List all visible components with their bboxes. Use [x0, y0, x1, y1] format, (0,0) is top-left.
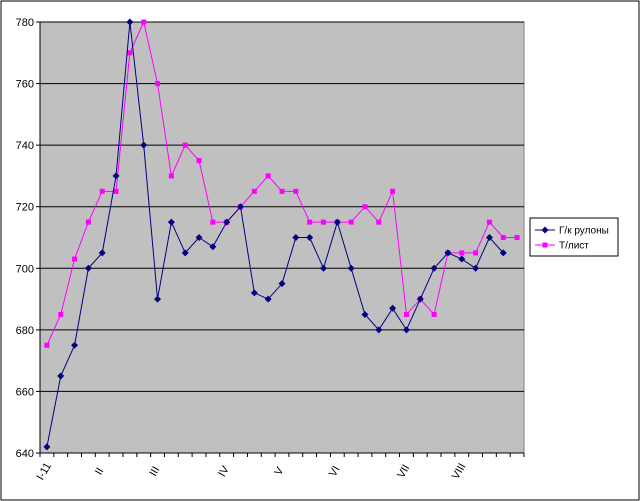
- data-point: [264, 295, 272, 303]
- data-point: [127, 50, 133, 56]
- data-point: [500, 235, 506, 240]
- data-point: [195, 234, 203, 241]
- data-point: [362, 204, 368, 210]
- data-point: [84, 264, 92, 272]
- data-point: [72, 256, 78, 262]
- legend-label: Т/лист: [559, 241, 589, 252]
- data-point: [473, 250, 479, 256]
- data-point: [416, 295, 424, 303]
- data-point: [320, 219, 326, 225]
- data-point: [486, 219, 492, 225]
- data-point: [71, 341, 79, 349]
- data-point: [210, 219, 216, 225]
- data-point: [402, 326, 410, 334]
- data-point: [348, 219, 354, 225]
- data-point: [431, 311, 437, 317]
- data-point: [333, 218, 341, 226]
- y-tick-label: 780: [16, 17, 34, 29]
- data-point: [444, 249, 452, 257]
- data-point: [279, 188, 285, 194]
- legend-box: [529, 217, 619, 257]
- data-point: [58, 311, 64, 317]
- y-axis: 640 660 680 700 720 740 760 780: [16, 17, 41, 460]
- y-tick-label: 700: [16, 263, 34, 275]
- data-point: [85, 219, 91, 225]
- data-point: [196, 158, 202, 164]
- data-point: [98, 249, 106, 257]
- data-point: [430, 264, 438, 272]
- data-point: [155, 81, 161, 87]
- series-line: [46, 21, 504, 447]
- y-tick-label: 660: [16, 386, 34, 398]
- plot-area: [39, 21, 525, 454]
- data-point: [57, 372, 65, 380]
- data-point: [237, 203, 245, 211]
- data-point: [112, 172, 120, 180]
- data-point: [167, 218, 175, 226]
- y-tick-label: 680: [16, 325, 34, 337]
- y-tick-label: 740: [16, 140, 34, 152]
- data-point: [126, 18, 134, 26]
- data-point: [43, 443, 51, 451]
- data-point: [278, 280, 286, 288]
- x-tick-label: VI: [327, 464, 343, 479]
- data-point: [361, 310, 369, 318]
- series-0: [43, 18, 507, 451]
- data-point: [182, 142, 188, 148]
- data-point: [390, 188, 396, 194]
- data-point: [140, 141, 148, 149]
- y-tick-label: 760: [16, 79, 34, 91]
- x-tick-label: II: [93, 466, 106, 477]
- data-point: [458, 255, 466, 263]
- series-layer: [43, 18, 520, 451]
- data-point: [99, 188, 105, 194]
- data-point: [403, 311, 409, 317]
- data-point: [168, 173, 174, 179]
- data-point: [181, 249, 189, 257]
- data-point: [154, 295, 162, 303]
- data-point: [376, 219, 382, 225]
- data-point: [389, 304, 397, 312]
- legend-label: Г/к рулоны: [559, 226, 609, 237]
- data-point: [141, 19, 147, 25]
- x-tick-label: VII: [395, 463, 412, 481]
- data-point: [44, 342, 50, 348]
- legend: Г/к рулоны Т/лист: [529, 217, 619, 257]
- data-point: [319, 264, 327, 272]
- data-point: [307, 219, 313, 225]
- data-point: [265, 173, 271, 179]
- data-point: [375, 326, 383, 334]
- data-point: [514, 235, 520, 240]
- data-point: [306, 234, 314, 241]
- legend-marker: [541, 226, 549, 234]
- data-point: [250, 289, 258, 297]
- data-point: [472, 264, 480, 272]
- data-point: [459, 250, 465, 256]
- y-tick-label: 640: [16, 448, 34, 460]
- data-point: [251, 188, 257, 194]
- legend-marker: [542, 242, 548, 248]
- data-point: [347, 264, 355, 272]
- data-point: [113, 188, 119, 194]
- data-point: [223, 218, 231, 226]
- data-point: [485, 234, 493, 241]
- data-point: [293, 188, 299, 194]
- data-point: [499, 249, 507, 257]
- data-point: [292, 234, 300, 241]
- data-point: [209, 243, 217, 251]
- y-tick-label: 720: [16, 202, 34, 214]
